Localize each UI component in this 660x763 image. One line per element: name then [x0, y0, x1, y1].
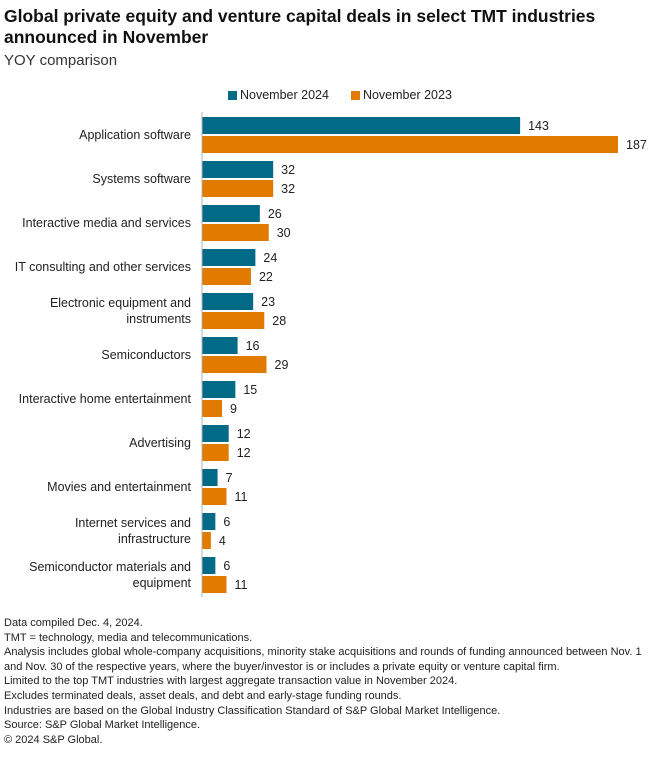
bar-november-2023: [202, 532, 211, 549]
chart-subtitle: YOY comparison: [4, 52, 118, 69]
category-label: Movies and entertainment: [47, 480, 191, 494]
bar-november-2024: [202, 513, 216, 530]
bar-november-2024: [202, 117, 521, 134]
bar-november-2023: [202, 400, 223, 417]
value-label: 6: [223, 559, 230, 573]
bar-group: Electronic equipment and instruments 23 28: [50, 293, 286, 329]
bar-group: Semiconductors 16 29: [101, 337, 288, 373]
value-label: 6: [223, 515, 230, 529]
legend-swatch-2023: [350, 90, 360, 100]
bar-group: Movies and entertainment 711: [47, 469, 247, 505]
note-excludes: Excludes terminated deals, asset deals, …: [4, 689, 402, 702]
value-label: 12: [237, 446, 251, 460]
category-label: equipment: [133, 576, 192, 590]
value-label: 30: [277, 226, 291, 240]
value-label: 23: [261, 295, 275, 309]
value-label: 7: [226, 471, 233, 485]
category-label: Semiconductors: [101, 348, 191, 362]
legend-swatch-2024: [228, 90, 237, 100]
category-label: Interactive media and services: [22, 216, 191, 230]
value-label: 22: [259, 270, 273, 284]
bar-group: Interactive home entertainment 15 9: [19, 381, 257, 417]
bar-chart: Application software 143 187 Systems softwa…: [15, 112, 647, 597]
bar-group: IT consulting and other services 24 22: [15, 249, 277, 285]
category-label: Advertising: [129, 436, 191, 450]
bar-november-2024: [202, 337, 238, 354]
bar-november-2024: [202, 381, 236, 398]
note-tmt: TMT = technology, media and telecommunic…: [4, 631, 253, 644]
bar-group: Application software 143 187: [79, 117, 647, 153]
note-limited: Limited to the top TMT industries with l…: [4, 675, 458, 688]
bar-group: Advertising 12 12: [129, 425, 251, 461]
value-label: 32: [281, 182, 295, 196]
category-label: Interactive home entertainment: [19, 392, 192, 406]
value-label: 28: [272, 314, 286, 328]
bar-november-2024: [202, 249, 256, 266]
legend-item-2024: November 2024: [228, 88, 329, 102]
bar-november-2024: [202, 205, 260, 222]
category-label: Internet services and: [75, 516, 191, 530]
value-label: 29: [275, 358, 289, 372]
category-label: Semiconductor materials and: [29, 560, 191, 574]
chart-title: Global private equity and venture capita…: [4, 6, 596, 47]
bar-november-2023: [202, 224, 269, 241]
category-label: IT consulting and other services: [15, 260, 191, 274]
value-label: 26: [268, 207, 282, 221]
value-label: 9: [230, 402, 237, 416]
legend-item-2023: November 2023: [350, 88, 452, 102]
bar-november-2023: [202, 576, 227, 593]
note-source: Source: S&P Global Market Intelligence.: [4, 719, 201, 732]
bar-november-2023: [202, 444, 229, 461]
note-industries: Industries are based on the Global Indus…: [4, 704, 501, 717]
value-label: 12: [237, 427, 251, 441]
bar-november-2023: [202, 268, 251, 285]
note-compiled: Data compiled Dec. 4, 2024.: [4, 617, 143, 629]
value-label: 11: [234, 490, 247, 504]
value-label: 24: [263, 251, 277, 265]
note-copyright: © 2024 S&P Global.: [4, 733, 103, 746]
value-label: 187: [626, 138, 647, 152]
bar-group: Internet services and infrastructure 6 4: [75, 513, 230, 549]
bar-november-2024: [202, 425, 229, 442]
value-label: 16: [246, 339, 260, 353]
legend-label-2023: November 2023: [362, 88, 452, 102]
bar-group: Systems software 32 32: [92, 161, 295, 197]
chart-notes: Data compiled Dec. 4, 2024. TMT = techno…: [4, 616, 656, 747]
value-label: 32: [281, 163, 295, 177]
value-label: 4: [219, 534, 226, 548]
bar-november-2023: [202, 136, 618, 153]
category-label: Application software: [79, 128, 191, 142]
bar-group: Interactive media and services 26 30: [22, 205, 291, 241]
bar-november-2023: [202, 312, 265, 329]
bar-november-2023: [202, 356, 267, 373]
bar-november-2024: [202, 557, 216, 574]
value-label: 15: [243, 383, 257, 397]
category-label: infrastructure: [118, 532, 191, 546]
note-analysis: Analysis includes global whole-company a…: [4, 646, 642, 673]
bar-november-2024: [202, 469, 218, 486]
category-label: instruments: [126, 312, 191, 326]
legend: November 2024 November 2023: [228, 88, 452, 102]
value-label: 143: [528, 119, 549, 133]
legend-label-2024: November 2024: [240, 88, 329, 102]
bar-november-2023: [202, 180, 274, 197]
bar-november-2024: [202, 161, 274, 178]
bar-november-2024: [202, 293, 254, 310]
bar-group: Semiconductor materials and equipment 6 11: [29, 557, 247, 593]
category-label: Systems software: [92, 172, 191, 186]
value-label: 11: [234, 578, 247, 592]
category-label: Electronic equipment and: [50, 296, 191, 310]
bar-november-2023: [202, 488, 227, 505]
